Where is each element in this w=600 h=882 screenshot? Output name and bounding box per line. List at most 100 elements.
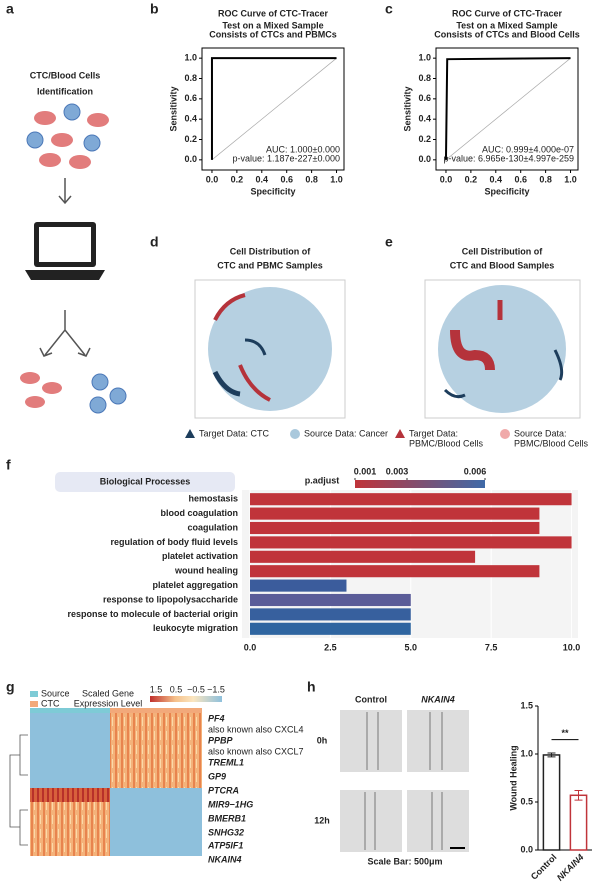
tsne-title: CTC and PBMC Samples <box>217 260 323 270</box>
x-tick-label: 0.0 <box>440 174 453 184</box>
chart-subtitle: Consists of CTCs and PBMCs <box>209 29 337 39</box>
panel-label: c <box>385 1 393 17</box>
panel-label: g <box>6 679 15 695</box>
panel-a-title: Identification <box>37 86 93 96</box>
plot-frame <box>201 47 345 171</box>
y-tick-label: 1.5 <box>520 700 533 710</box>
annotation: AUC: 0.999±4.000e-07 <box>482 144 574 154</box>
category-label: blood coagulation <box>161 508 239 518</box>
y-tick-label: 1.0 <box>520 748 533 758</box>
x-axis-label: Specificity <box>484 186 529 196</box>
y-tick-label: 0.4 <box>418 114 431 124</box>
reference-line <box>445 57 571 161</box>
legend-symbol <box>500 429 510 439</box>
y-tick-label: 0.8 <box>184 73 197 83</box>
annotation: ** <box>561 728 569 738</box>
panel-label: a <box>6 1 14 17</box>
x-tick-label: 0.6 <box>280 174 293 184</box>
y-axis-label: Sensitivity <box>402 86 412 131</box>
bar <box>569 794 588 851</box>
error-bar <box>574 789 583 801</box>
legend-label: Target Data: CTC <box>199 428 270 438</box>
x-tick-label: 1.0 <box>330 174 343 184</box>
annotation: AUC: 1.000±0.000 <box>266 144 340 154</box>
y-tick-label: 0.0 <box>184 154 197 164</box>
y-tick-label: 0.4 <box>184 114 197 124</box>
category-label: wound healing <box>174 566 238 576</box>
legend-symbol <box>395 429 405 438</box>
chart-title: ROC Curve of CTC-Tracer <box>452 8 563 18</box>
bar <box>250 579 347 592</box>
x-tick-label: Control <box>529 852 559 882</box>
bar <box>250 507 540 520</box>
title-box <box>55 472 235 492</box>
bar <box>542 754 561 851</box>
legend-label: Target Data: <box>409 428 458 438</box>
x-tick-label: 0.8 <box>539 174 552 184</box>
gene-label: PPBP <box>208 735 234 745</box>
column-label: Control <box>355 694 387 704</box>
x-tick-label: 0.8 <box>305 174 318 184</box>
bar <box>250 536 572 549</box>
x-tick-label: 0.0 <box>244 642 257 652</box>
annotation: p-value: 6.965e-130±4.997e-259 <box>443 153 574 163</box>
legend-tick-label: 0.003 <box>386 466 409 476</box>
category-label: leukocyte migration <box>153 623 238 633</box>
bar <box>250 521 540 535</box>
gene-label: ATP5IF1 <box>207 840 243 850</box>
scale-bar-label: Scale Bar: 500μm <box>367 856 442 866</box>
reference-line <box>211 57 337 161</box>
chart-title: Biological Processes <box>100 476 191 486</box>
panel-label: h <box>307 679 316 695</box>
legend-symbol <box>185 429 195 438</box>
bar <box>250 550 476 563</box>
wound-images <box>340 710 469 852</box>
category-label: platelet activation <box>162 551 238 561</box>
gene-label: BMERB1 <box>208 813 246 823</box>
tsne-title: Cell Distribution of <box>462 246 543 256</box>
y-tick-label: 0.0 <box>520 844 533 854</box>
row-label: 12h <box>314 815 330 825</box>
y-tick-label: 0.2 <box>418 134 431 144</box>
legend-label: PBMC/Blood Cells <box>409 438 484 448</box>
cells-bottom <box>20 372 127 414</box>
y-tick-label: 0.6 <box>418 93 431 103</box>
x-tick-label: 0.4 <box>256 174 269 184</box>
bar <box>250 565 540 578</box>
x-tick-label: 7.5 <box>485 642 498 652</box>
category-label: platelet aggregation <box>152 580 238 590</box>
panel-label: e <box>385 234 393 250</box>
x-tick-label: 5.0 <box>405 642 418 652</box>
legend-title: Expression Level <box>74 698 143 708</box>
annotation: p-value: 1.187e-227±0.000 <box>232 153 340 163</box>
x-tick-label: 0.0 <box>206 174 219 184</box>
heatmap <box>9 691 222 856</box>
gene-label: TREML1 <box>208 757 244 767</box>
y-axis-label: Sensitivity <box>168 86 178 131</box>
cells-top <box>26 103 109 169</box>
y-tick-label: 1.0 <box>184 53 197 63</box>
legend-label: Source Data: <box>514 428 567 438</box>
scale-label: 0.5 <box>170 684 183 694</box>
category-label: response to molecule of bacterial origin <box>67 609 238 619</box>
chart-title: ROC Curve of CTC-Tracer <box>218 8 329 18</box>
legend-label: Source <box>41 688 70 698</box>
category-label: regulation of body fluid levels <box>110 537 238 547</box>
gene-label: NKAIN4 <box>208 854 242 864</box>
scale-label: −0.5 <box>187 684 205 694</box>
legend-title: p.adjust <box>305 475 340 485</box>
x-tick-label: 10.0 <box>563 642 581 652</box>
bar <box>250 593 411 607</box>
y-tick-label: 0.5 <box>520 796 533 806</box>
gene-label: PTCRA <box>208 785 239 795</box>
legend-title: Scaled Gene <box>82 688 134 698</box>
legend-tick-label: 0.001 <box>354 466 377 476</box>
legend-tick-label: 0.006 <box>464 466 487 476</box>
scale-label: 1.5 <box>150 684 163 694</box>
chart-subtitle: Consists of CTCs and Blood Cells <box>434 29 580 39</box>
legend-label: CTC <box>41 698 60 708</box>
gene-label: GP9 <box>208 771 226 781</box>
x-tick-label: 0.2 <box>465 174 478 184</box>
x-tick-label: 2.5 <box>324 642 337 652</box>
